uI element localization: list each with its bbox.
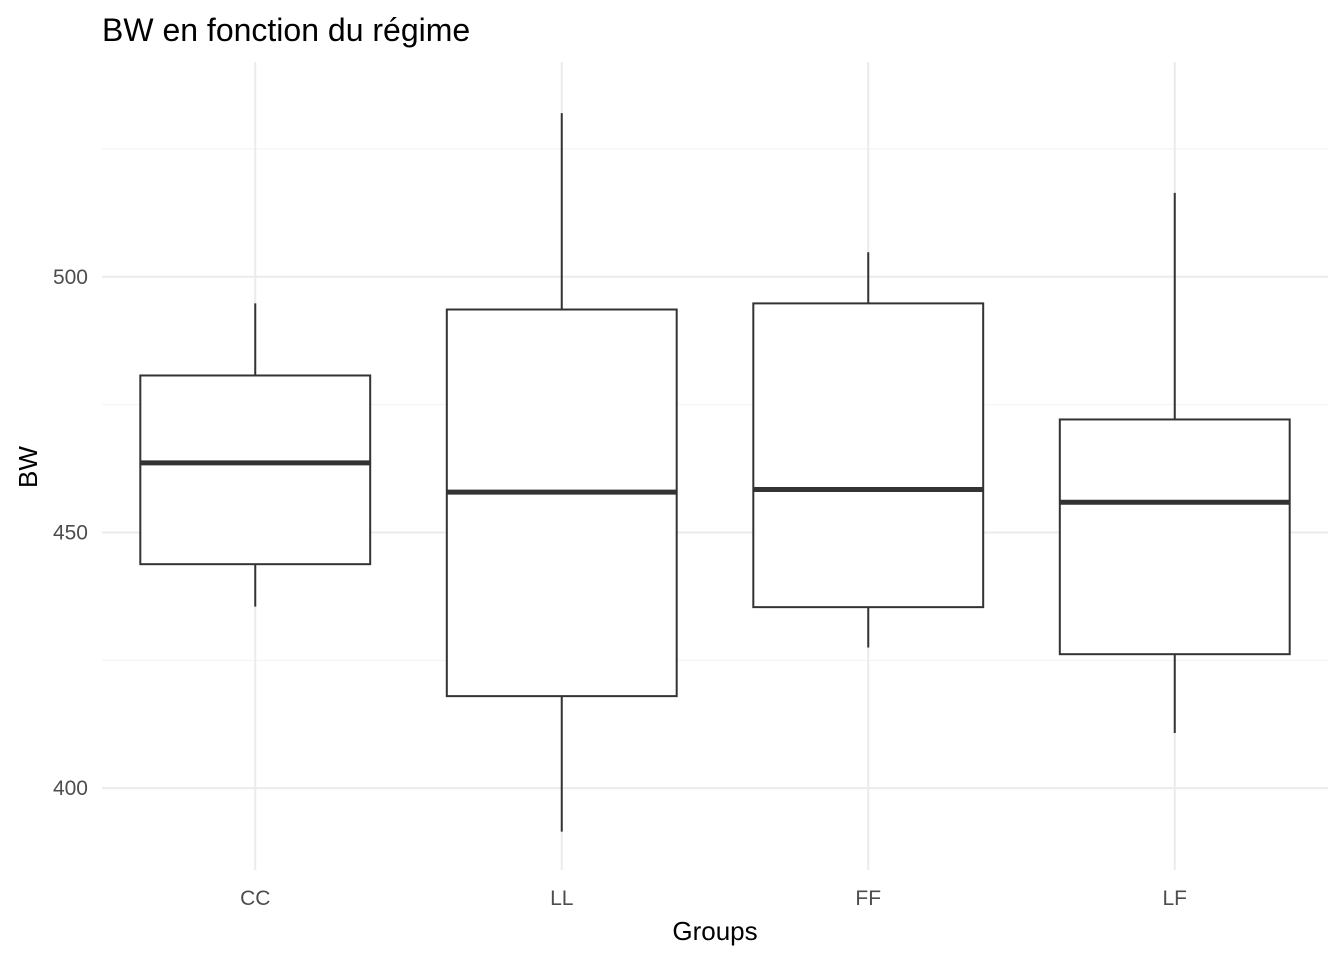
x-tick-label: FF	[855, 887, 881, 910]
boxes	[139, 113, 1291, 832]
box-ff	[752, 252, 985, 648]
chart-title: BW en fonction du régime	[102, 12, 470, 48]
interquartile-box	[752, 302, 985, 609]
box-lf	[1058, 192, 1291, 733]
y-tick-label: 450	[53, 521, 88, 544]
box-cc	[139, 303, 372, 607]
box-ll	[445, 113, 678, 832]
interquartile-box	[1058, 418, 1291, 656]
x-tick-label: LL	[550, 887, 573, 910]
interquartile-box	[445, 308, 678, 698]
x-tick-label: LF	[1162, 887, 1187, 910]
y-axis-title: BW	[13, 446, 43, 488]
x-tick-label: CC	[240, 887, 270, 910]
x-axis-ticks: CC LL FF LF	[240, 887, 1187, 910]
y-axis-ticks: 400 450 500	[53, 266, 88, 800]
y-tick-label: 500	[53, 266, 88, 289]
y-tick-label: 400	[53, 777, 88, 800]
interquartile-box	[139, 374, 372, 566]
x-axis-title: Groups	[672, 916, 757, 946]
